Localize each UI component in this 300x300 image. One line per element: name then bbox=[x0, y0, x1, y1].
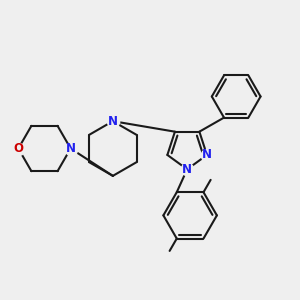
Text: N: N bbox=[108, 115, 118, 128]
Text: O: O bbox=[13, 142, 23, 155]
Text: N: N bbox=[66, 142, 76, 155]
Text: N: N bbox=[202, 148, 212, 161]
Text: N: N bbox=[182, 163, 192, 176]
